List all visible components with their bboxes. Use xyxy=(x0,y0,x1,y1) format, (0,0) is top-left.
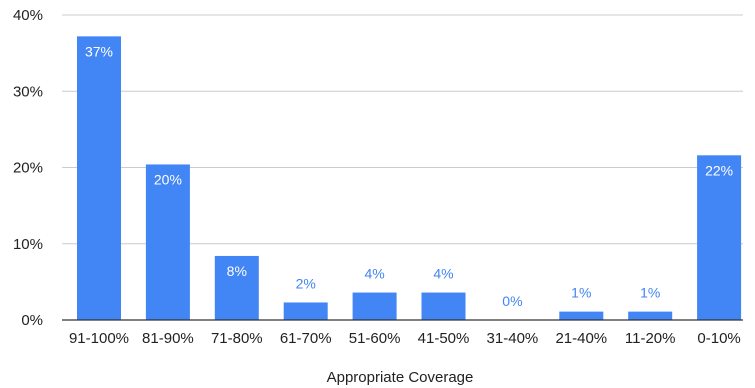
bar-41-50% xyxy=(421,292,466,320)
x-tick-label: 61-70% xyxy=(280,330,332,347)
bar-0-10% xyxy=(697,155,742,320)
y-tick-label: 10% xyxy=(13,236,43,253)
bar-21-40% xyxy=(559,311,604,320)
x-tick-label: 51-60% xyxy=(349,330,401,347)
x-tick-label: 31-40% xyxy=(487,330,539,347)
y-tick-label: 0% xyxy=(21,312,43,329)
data-label: 4% xyxy=(433,266,453,282)
data-labels: 37% 20% 8% 2% 4% 4% 0% 1% 1% 22% xyxy=(85,43,733,309)
x-tick-label: 81-90% xyxy=(142,330,194,347)
bar-11-20% xyxy=(628,311,673,320)
axes: 0% 10% 20% 30% 40% 91-100% 81-90% 71-80% 61-70% 5… xyxy=(13,7,743,347)
bars xyxy=(77,36,742,320)
bar-81-90% xyxy=(145,164,190,320)
y-tick-label: 40% xyxy=(13,7,43,24)
y-tick-label: 20% xyxy=(13,160,43,177)
data-label: 8% xyxy=(227,263,247,279)
bar-91-100% xyxy=(77,36,121,320)
data-label: 22% xyxy=(705,162,733,178)
y-tick-label: 30% xyxy=(13,83,43,100)
x-tick-label: 71-80% xyxy=(211,330,263,347)
data-label: 20% xyxy=(154,171,182,187)
x-tick-label: 91-100% xyxy=(69,330,129,347)
x-tick-label: 11-20% xyxy=(625,330,676,347)
x-tick-label: 21-40% xyxy=(555,330,607,347)
x-tick-label: 0-10% xyxy=(697,330,740,347)
bar-51-60% xyxy=(352,292,397,320)
bar-71-80% xyxy=(214,255,259,320)
data-label: 2% xyxy=(296,275,316,291)
x-axis-title: Appropriate Coverage xyxy=(327,369,474,386)
data-label: 4% xyxy=(364,266,384,282)
x-tick-label: 41-50% xyxy=(418,330,470,347)
bar-61-70% xyxy=(283,302,328,320)
data-label: 1% xyxy=(640,285,660,301)
data-label: 0% xyxy=(502,293,522,309)
data-label: 1% xyxy=(571,285,591,301)
data-label: 37% xyxy=(85,43,113,59)
